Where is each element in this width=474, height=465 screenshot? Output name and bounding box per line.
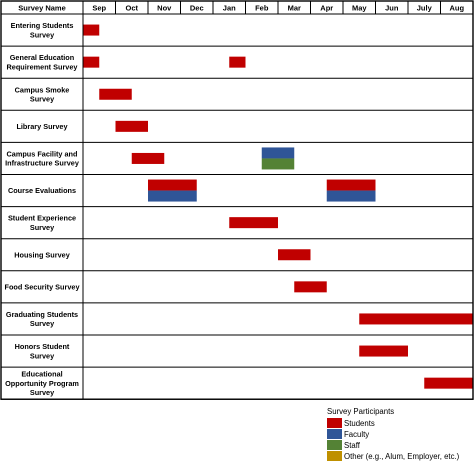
legend-item-label: Other (e.g., Alum, Employer, etc.) [344,452,460,461]
survey-name: Survey [30,30,55,39]
gantt-bar [229,217,278,229]
month-label: May [352,4,367,13]
month-label: Oct [125,4,138,13]
survey-name: Opportunity Program [5,379,79,388]
gantt-bar [131,152,165,164]
gantt-bar [148,179,197,191]
month-label: Dec [190,4,204,13]
legend-swatch [327,429,342,439]
survey-name: Honors Student [15,342,70,351]
legend-swatch [327,440,342,450]
survey-name: Student Experience [8,214,76,223]
survey-name: Survey [30,94,55,103]
legend-swatch [327,451,342,461]
month-label: Apr [320,4,333,13]
month-label: Sep [92,4,106,13]
month-label: Nov [157,4,172,13]
gantt-bar [261,147,295,159]
header-label: Survey Name [18,4,66,13]
gantt-bar [326,179,376,191]
gantt-bar [99,88,132,100]
survey-name: Requirement Survey [7,62,79,71]
gantt-bar [261,158,295,170]
gantt-bar [359,345,408,357]
legend-swatch [327,418,342,428]
month-label: Feb [255,4,269,13]
month-label: Jan [223,4,236,13]
gantt-bar [424,377,473,389]
survey-name: Course Evaluations [8,186,76,195]
survey-name: Campus Facility and [7,149,78,158]
survey-name: Housing Survey [14,250,70,259]
legend-item-label: Staff [344,441,361,450]
gantt-bar [326,190,376,202]
survey-name: General Education [10,53,74,62]
survey-name: Survey [30,388,55,397]
survey-name: Campus Smoke [15,85,70,94]
legend-item-label: Faculty [344,430,369,439]
gantt-bar [83,24,100,36]
gantt-bar [229,56,246,68]
legend-item-label: Students [344,419,375,428]
gantt-bar [148,190,197,202]
chart-border [0,0,474,400]
month-label: Aug [449,4,464,13]
survey-name: Food Security Survey [4,282,80,291]
gantt-bar [278,249,311,261]
survey-name: Survey [30,223,55,232]
survey-name: Educational [21,370,62,379]
survey-name: Infrastructure Survey [5,159,80,168]
survey-name: Graduating Students [6,310,78,319]
gantt-bar [294,281,327,293]
survey-name: Survey [30,319,55,328]
month-label: Jun [385,4,399,13]
survey-name: Library Survey [16,122,68,131]
gantt-bar [359,313,473,325]
gantt-bar [83,56,100,68]
gantt-bar [115,120,148,132]
legend-title: Survey Participants [327,407,394,416]
month-label: Mar [288,4,301,13]
month-label: July [417,4,433,13]
survey-name: Entering Students [11,21,74,30]
survey-name: Survey [30,351,55,360]
